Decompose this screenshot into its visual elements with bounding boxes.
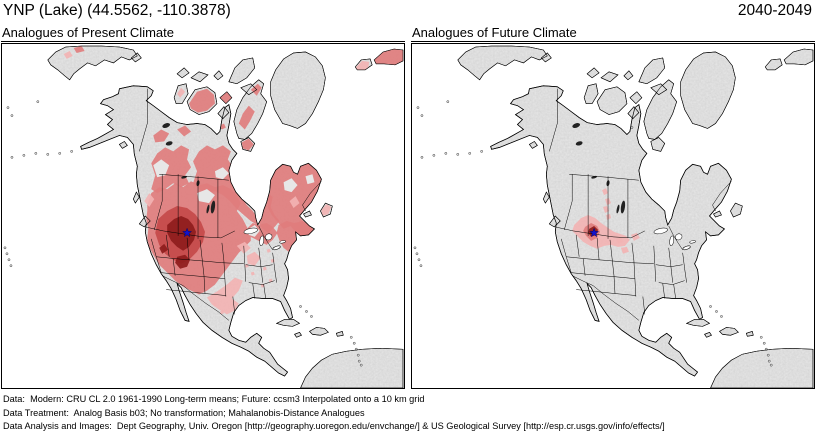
analog-region-light (63, 50, 73, 59)
analog-region-light (244, 263, 249, 268)
analog-region-light (246, 251, 261, 266)
north-america-map-svg (2, 44, 404, 388)
caption-credits-line: Data Analysis and Images: Dept Geography… (3, 421, 665, 431)
figure-title: YNP (Lake) (44.5562, -110.3878) (3, 2, 231, 19)
panel-future-climate: Analogues of Future Climate (411, 26, 815, 389)
map-panels: Analogues of Present Climate Analogues o… (0, 26, 816, 389)
map-present-climate (1, 43, 405, 389)
analog-region-mid (153, 129, 170, 143)
panel-present-climate: Analogues of Present Climate (1, 26, 405, 389)
coastline-outline (457, 45, 814, 388)
caption-treatment-line: Data Treatment: Analog Basis b03; No tra… (3, 407, 365, 418)
analog-region-light (144, 193, 155, 208)
analog-region-hole (305, 174, 315, 185)
analog-region-mid (151, 145, 192, 194)
site-marker-star (589, 227, 600, 238)
analog-region-light (630, 232, 640, 241)
analog-region-hole (197, 189, 215, 204)
analog-region-light (289, 196, 300, 209)
analog-region-mid (276, 220, 314, 252)
analog-region-mid (189, 88, 215, 113)
analog-region-hole (153, 159, 170, 178)
analog-region-light (355, 60, 370, 72)
analog-region-light (615, 236, 623, 244)
analog-region-light (620, 246, 629, 254)
analog-region-hole (214, 167, 229, 180)
analog-region-light (602, 188, 609, 196)
analog-region-mid (219, 123, 226, 130)
analog-region-mid (219, 91, 232, 104)
map-future-climate (411, 43, 815, 389)
analog-region-mid (177, 125, 192, 137)
lakes (162, 123, 286, 251)
analog-region-light (262, 266, 267, 271)
analog-region-mid (73, 45, 85, 53)
panel-present-label: Analogues of Present Climate (1, 26, 405, 42)
analog-region-light (250, 271, 255, 276)
analog-region-mid (238, 105, 255, 130)
analog-region-light (603, 206, 610, 214)
analog-region-mid (193, 145, 258, 225)
lakes (572, 123, 696, 251)
political-borders (549, 88, 732, 321)
analog-region-light (219, 310, 224, 315)
analog-region-hole (283, 178, 298, 193)
panel-future-label: Analogues of Future Climate (411, 26, 815, 42)
analog-region-light (266, 248, 271, 253)
figure-caption: Data: Modern: CRU CL 2.0 1961-1990 Long-… (0, 389, 816, 434)
analog-region-light (177, 87, 186, 98)
analog-region-overlay (572, 188, 640, 254)
coastline-outline (47, 45, 404, 388)
figure-period: 2040-2049 (737, 2, 812, 19)
site-marker-star (181, 227, 193, 238)
analog-region-dark (159, 243, 169, 254)
analog-region-dark (167, 216, 197, 251)
analog-region-mid (241, 138, 254, 151)
analog-region-dark (175, 254, 191, 269)
caption-data-line: Data: Modern: CRU CL 2.0 1961-1990 Long-… (3, 394, 425, 404)
analog-region-light (212, 302, 217, 307)
analog-region-overlay (63, 45, 404, 325)
analog-region-mid (374, 48, 404, 65)
north-america-map-svg (412, 44, 814, 388)
political-borders (139, 88, 322, 321)
figure-header: YNP (Lake) (44.5562, -110.3878) 2040-204… (0, 0, 816, 26)
analog-region-light (606, 214, 612, 220)
analog-region-light (572, 215, 630, 249)
